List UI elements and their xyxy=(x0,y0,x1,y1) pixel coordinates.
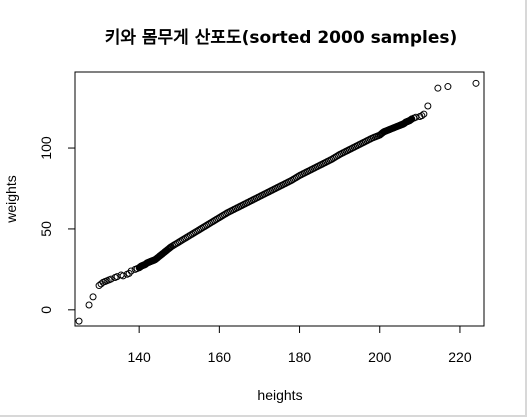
data-point xyxy=(434,84,442,92)
data-point xyxy=(75,317,83,325)
data-points xyxy=(75,79,480,325)
data-point xyxy=(424,102,432,110)
plot-box xyxy=(74,71,485,327)
x-tick-label: 180 xyxy=(288,349,312,365)
y-axis: 0 50 100 xyxy=(38,136,76,314)
data-point xyxy=(472,79,480,87)
data-point xyxy=(420,110,428,118)
data-point xyxy=(127,267,135,275)
x-axis-label: heights xyxy=(257,387,302,403)
x-tick-label: 200 xyxy=(368,349,392,365)
y-tick-label: 100 xyxy=(38,136,54,160)
y-tick-label: 0 xyxy=(38,306,54,314)
data-point xyxy=(89,293,97,301)
x-tick-label: 160 xyxy=(208,349,232,365)
x-tick-label: 140 xyxy=(127,349,151,365)
y-axis-label: weights xyxy=(3,175,19,223)
data-point xyxy=(107,275,115,283)
data-point xyxy=(119,272,127,280)
chart-title: 키와 몸무게 산포도(sorted 2000 samples) xyxy=(105,28,458,48)
data-point xyxy=(444,83,452,91)
data-point xyxy=(85,301,93,309)
x-tick-label: 220 xyxy=(448,349,472,365)
data-point xyxy=(418,112,426,120)
y-tick-label: 50 xyxy=(38,221,54,237)
x-axis: 140 160 180 200 220 xyxy=(127,325,472,365)
